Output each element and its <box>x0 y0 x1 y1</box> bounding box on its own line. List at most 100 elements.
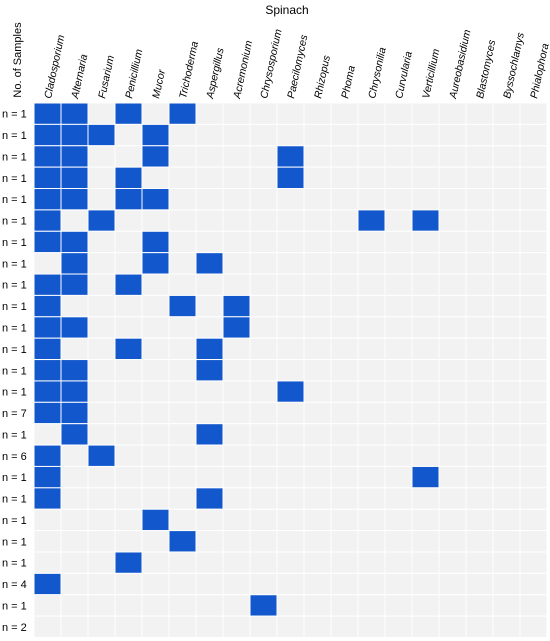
cell-absent <box>168 508 197 532</box>
cell-absent <box>87 465 116 489</box>
row-label: n = 1 <box>2 365 27 377</box>
cell-absent <box>168 145 197 168</box>
cell-absent <box>222 594 251 617</box>
cell-absent <box>222 380 251 403</box>
cell-absent <box>465 615 494 638</box>
cell-absent <box>249 209 278 232</box>
cell-absent <box>222 551 251 574</box>
cell-absent <box>60 209 89 232</box>
cell-absent <box>438 530 467 553</box>
cell-absent <box>519 401 548 425</box>
cell-absent <box>168 487 197 510</box>
row-label: n = 1 <box>2 109 27 121</box>
cell-absent <box>141 465 170 489</box>
cell-absent <box>357 337 386 361</box>
cell-absent <box>114 252 143 275</box>
cell-present <box>168 294 197 318</box>
cell-absent <box>303 230 332 254</box>
cell-absent <box>33 594 62 617</box>
cell-absent <box>87 487 116 510</box>
cell-absent <box>114 508 143 532</box>
cell-absent <box>222 487 251 510</box>
cell-absent <box>168 316 197 339</box>
cell-absent <box>384 123 413 147</box>
column-label: Cladosporium <box>42 34 67 100</box>
cell-absent <box>168 209 197 232</box>
cell-absent <box>249 145 278 168</box>
cell-absent <box>519 230 548 254</box>
cell-absent <box>465 401 494 425</box>
cell-present <box>60 423 89 446</box>
row-label: n = 1 <box>2 515 27 527</box>
cell-absent <box>465 465 494 489</box>
cell-absent <box>168 252 197 275</box>
cell-absent <box>168 594 197 617</box>
cell-absent <box>357 465 386 489</box>
row-label: n = 7 <box>2 408 27 420</box>
cell-absent <box>141 572 170 596</box>
cell-present <box>33 359 62 382</box>
cell-absent <box>141 530 170 553</box>
cell-absent <box>141 423 170 446</box>
cell-absent <box>249 401 278 425</box>
cell-absent <box>357 551 386 574</box>
cell-absent <box>357 423 386 446</box>
cell-absent <box>195 230 224 254</box>
cell-absent <box>303 145 332 168</box>
cell-absent <box>330 359 359 382</box>
cell-present <box>168 102 197 125</box>
cell-absent <box>303 294 332 318</box>
cell-absent <box>492 294 521 318</box>
cell-absent <box>87 551 116 574</box>
cell-absent <box>87 401 116 425</box>
row-label: n = 1 <box>2 130 27 142</box>
cell-absent <box>384 209 413 232</box>
row-label: n = 1 <box>2 322 27 334</box>
cell-absent <box>465 145 494 168</box>
cell-absent <box>222 230 251 254</box>
row-label: n = 1 <box>2 600 27 612</box>
cell-present <box>141 123 170 147</box>
cell-absent <box>114 615 143 638</box>
cell-absent <box>168 337 197 361</box>
cell-absent <box>195 145 224 168</box>
cell-absent <box>330 273 359 296</box>
cell-absent <box>330 465 359 489</box>
cell-present <box>60 273 89 296</box>
cell-present <box>33 487 62 510</box>
row-label: n = 1 <box>2 344 27 356</box>
cell-absent <box>195 615 224 638</box>
cell-absent <box>357 230 386 254</box>
cell-absent <box>249 551 278 574</box>
cell-absent <box>357 487 386 510</box>
cell-absent <box>168 166 197 190</box>
row-label: n = 1 <box>2 173 27 185</box>
cell-absent <box>330 444 359 467</box>
cell-absent <box>141 615 170 638</box>
cell-absent <box>330 209 359 232</box>
cell-absent <box>492 102 521 125</box>
cell-absent <box>141 209 170 232</box>
cell-absent <box>303 551 332 574</box>
cell-absent <box>492 508 521 532</box>
cell-absent <box>303 594 332 617</box>
cell-absent <box>357 294 386 318</box>
cell-present <box>87 123 116 147</box>
row-label: n = 1 <box>2 558 27 570</box>
cell-absent <box>168 551 197 574</box>
cell-present <box>249 594 278 617</box>
cell-absent <box>438 487 467 510</box>
cell-absent <box>276 230 305 254</box>
cell-absent <box>330 102 359 125</box>
column-label: Rhizopus <box>312 54 333 100</box>
cell-absent <box>276 551 305 574</box>
cell-absent <box>330 337 359 361</box>
cell-absent <box>87 145 116 168</box>
cell-absent <box>492 615 521 638</box>
cell-absent <box>276 252 305 275</box>
column-label: Paecilomyces <box>285 33 310 100</box>
cell-absent <box>519 444 548 467</box>
cell-absent <box>168 465 197 489</box>
cell-absent <box>303 508 332 532</box>
